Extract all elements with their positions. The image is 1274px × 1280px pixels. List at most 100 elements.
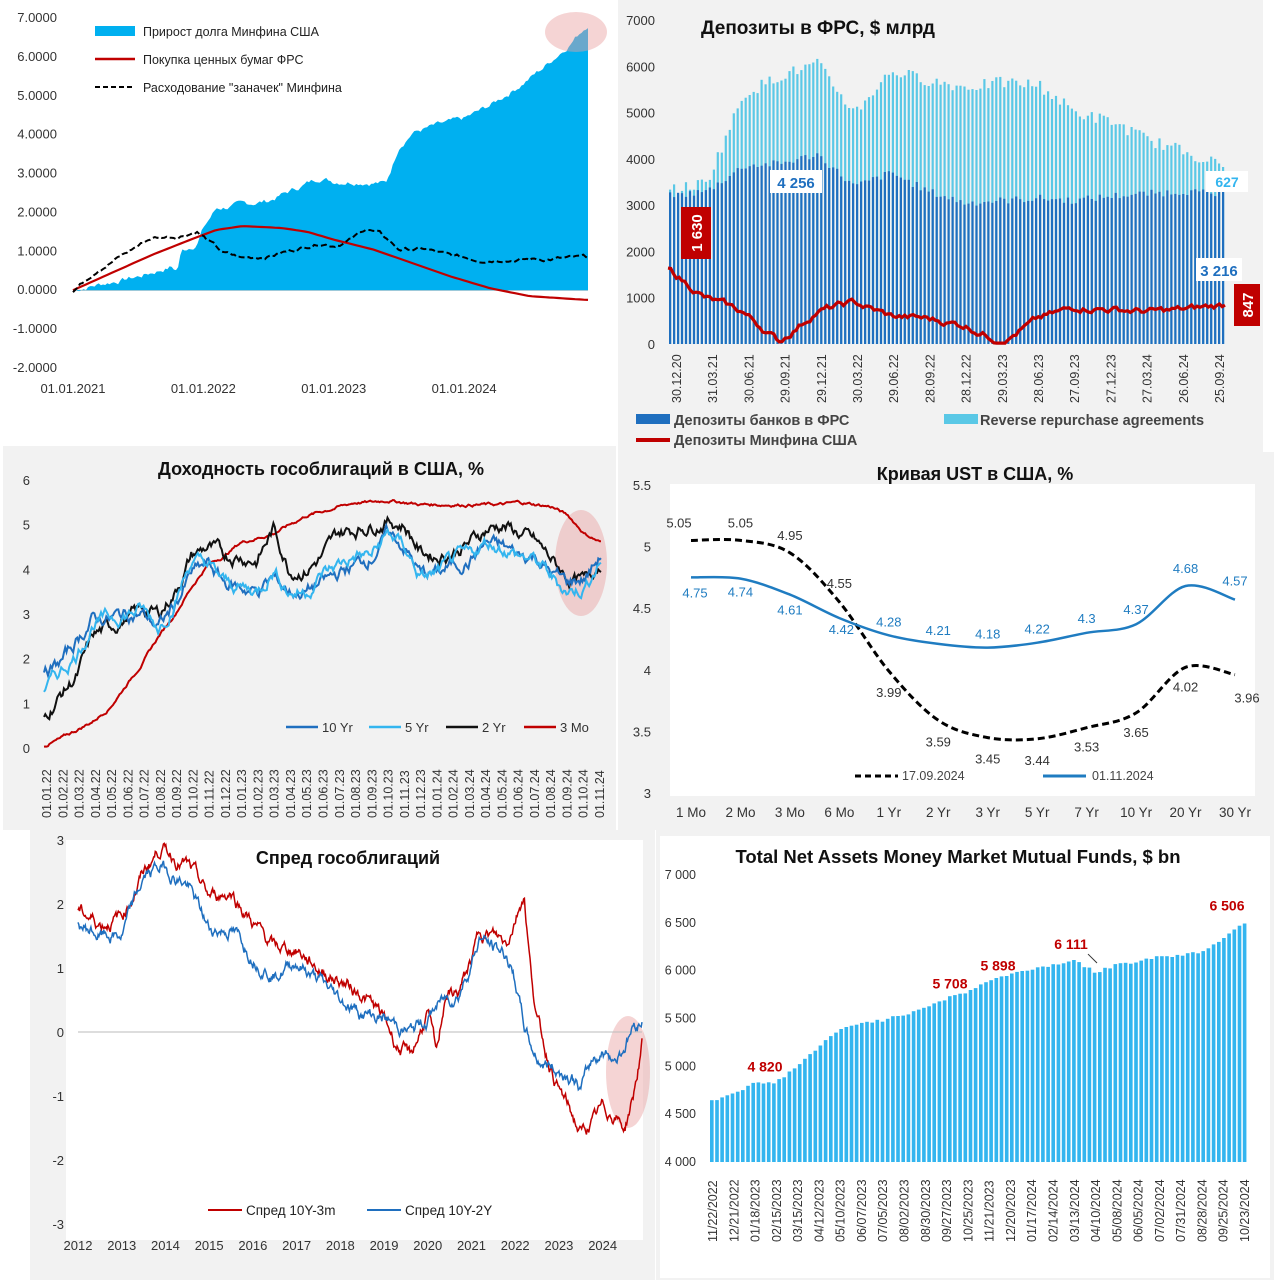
curve-legend-label: 17.09.2024: [902, 769, 965, 783]
bank-deposits-bar: [840, 176, 843, 344]
mmf-bar: [834, 1032, 838, 1162]
bank-deposits-bar: [939, 196, 942, 344]
mmf-xtick: 10/25/2023: [961, 1179, 975, 1242]
spread-ytick: 2: [57, 897, 64, 912]
yields-xtick: 01.11.22: [203, 770, 217, 818]
mmf-bar: [854, 1024, 859, 1162]
debt-ytick: 0.0000: [17, 282, 57, 297]
yields-ytick: 4: [23, 562, 30, 577]
fed-ytick: 7000: [626, 13, 655, 28]
mmf-bars: [710, 923, 1247, 1162]
curve-label-nov: 4.75: [682, 585, 707, 600]
fed-xtick: 27.12.23: [1104, 354, 1118, 403]
yields-xtick: 01.07.23: [333, 769, 347, 818]
spread-xtick: 2020: [413, 1238, 442, 1253]
bank-deposits-bar: [716, 182, 719, 344]
bank-deposits-bar: [788, 161, 791, 344]
bank-deposits-bar: [919, 190, 922, 344]
mmf-bar: [984, 982, 988, 1162]
debt-ytick: 7.0000: [17, 10, 57, 25]
mmf-xtick: 08/30/2023: [919, 1179, 933, 1242]
mmf-bar: [916, 1009, 921, 1162]
mmf-bar: [1242, 923, 1247, 1162]
mmf-bar: [756, 1082, 761, 1162]
mmf-bar: [797, 1064, 802, 1162]
mmf-bar: [829, 1036, 833, 1162]
fed-xtick: 30.06.21: [742, 354, 756, 403]
spread-legend: Спред 10Y-3m Спред 10Y-2Y: [208, 1203, 492, 1218]
mmf-xtick: 04/10/2024: [1089, 1179, 1103, 1242]
yields-title: Доходность гособлигаций в США, %: [158, 459, 484, 479]
bank-deposits-bar: [812, 157, 815, 344]
fed-xtick: 26.06.24: [1177, 354, 1191, 403]
yields-xtick: 01.09.23: [365, 769, 379, 818]
mmf-annotations: 4 820 5 708 5 898 6 111 6 506: [747, 897, 1244, 1074]
fed-legend-swatch-banks: [636, 414, 670, 424]
fed-ytick: 3000: [626, 198, 655, 213]
mmf-bar: [1154, 956, 1159, 1162]
mmf-bar: [1129, 963, 1133, 1162]
curve-label-sep: 3.99: [876, 685, 901, 700]
mmf-bar: [1030, 969, 1035, 1162]
mmf-bar: [865, 1021, 869, 1162]
bank-deposits-bar: [871, 177, 875, 344]
fed-xtick: 30.03.22: [851, 354, 865, 403]
mmf-bar: [875, 1019, 880, 1162]
mmf-bar: [1180, 955, 1185, 1162]
fed-purchases-line: [72, 225, 589, 301]
bank-deposits-bar: [887, 171, 890, 344]
mmf-bar: [999, 976, 1004, 1162]
bank-deposits-bar: [673, 197, 676, 344]
yields-xtick: 01.05.22: [105, 769, 119, 818]
debt-xtick: 01.01.2023: [301, 381, 366, 396]
curve-xtick: 2 Yr: [926, 805, 951, 820]
rrp-peak-label: 4 256: [777, 175, 815, 192]
fed-xtick: 31.03.21: [706, 354, 720, 403]
mmf-bar: [927, 1006, 931, 1162]
mmf-bar: [1025, 970, 1030, 1162]
mmf-xtick: 08/02/2023: [898, 1179, 912, 1242]
bank-deposits-bar: [959, 200, 962, 344]
mmf-bar: [766, 1082, 771, 1162]
mmf-bar: [1087, 967, 1092, 1162]
bank-deposits-bar: [708, 187, 711, 344]
bank-deposits-bar: [947, 199, 950, 344]
bank-deposits-bar: [923, 187, 926, 344]
spread-xtick: 2013: [107, 1238, 136, 1253]
bank-deposits-bar: [891, 172, 894, 344]
spread-xticks: 2012 2013 2014 2015 2016 2017 2018 2019 2020 2021…: [64, 1238, 618, 1253]
yields-yticks: 6 5 4 3 2 1 0: [23, 473, 30, 756]
mmf-xtick: 03/15/2023: [791, 1179, 805, 1242]
mmf-bar: [1108, 968, 1112, 1162]
yields-highlight: [555, 510, 607, 616]
yields-xtick: 01.02.23: [251, 769, 265, 818]
debt-ytick: -1.0000: [13, 321, 57, 336]
yield-line: [43, 498, 601, 748]
mmf-bar: [751, 1082, 756, 1162]
spread-ytick: -2: [52, 1153, 64, 1168]
yields-xtick: 01.03.24: [463, 769, 477, 818]
yields-ytick: 0: [23, 741, 30, 756]
yields-legend-label: 5 Yr: [405, 720, 429, 735]
curve-chart: Кривая UST в США, % 5.554.543.53 5.05 5.0…: [618, 452, 1274, 830]
bank-deposits-bar: [1114, 192, 1117, 344]
bank-deposits-bar: [748, 166, 751, 344]
mmf-bar: [989, 980, 993, 1162]
spread-xtick: 2012: [64, 1238, 93, 1253]
rrp-last-label: 627: [1215, 174, 1239, 190]
fed-ytick: 6000: [626, 59, 655, 74]
curve-xtick: 20 Yr: [1170, 805, 1203, 820]
fed-title: Депозиты в ФРС, $ млрд: [701, 18, 935, 39]
bank-deposits-bar: [1122, 196, 1125, 344]
mmf-bar: [958, 993, 962, 1162]
bank-deposits-bar: [780, 163, 783, 344]
mmf-bar: [725, 1095, 730, 1162]
spread-xtick: 2019: [370, 1238, 399, 1253]
mmf-ytick: 7 000: [665, 868, 696, 882]
fed-chart: Депозиты в ФРС, $ млрд 7000 6000 5000 4000 3…: [618, 0, 1263, 452]
yields-legend-label: 2 Yr: [482, 720, 506, 735]
bank-deposits-bar: [1035, 198, 1038, 344]
bank-deposits-bar: [856, 184, 859, 344]
yields-xtick: 01.03.23: [268, 769, 282, 818]
bank-deposits-bar: [1126, 196, 1129, 344]
